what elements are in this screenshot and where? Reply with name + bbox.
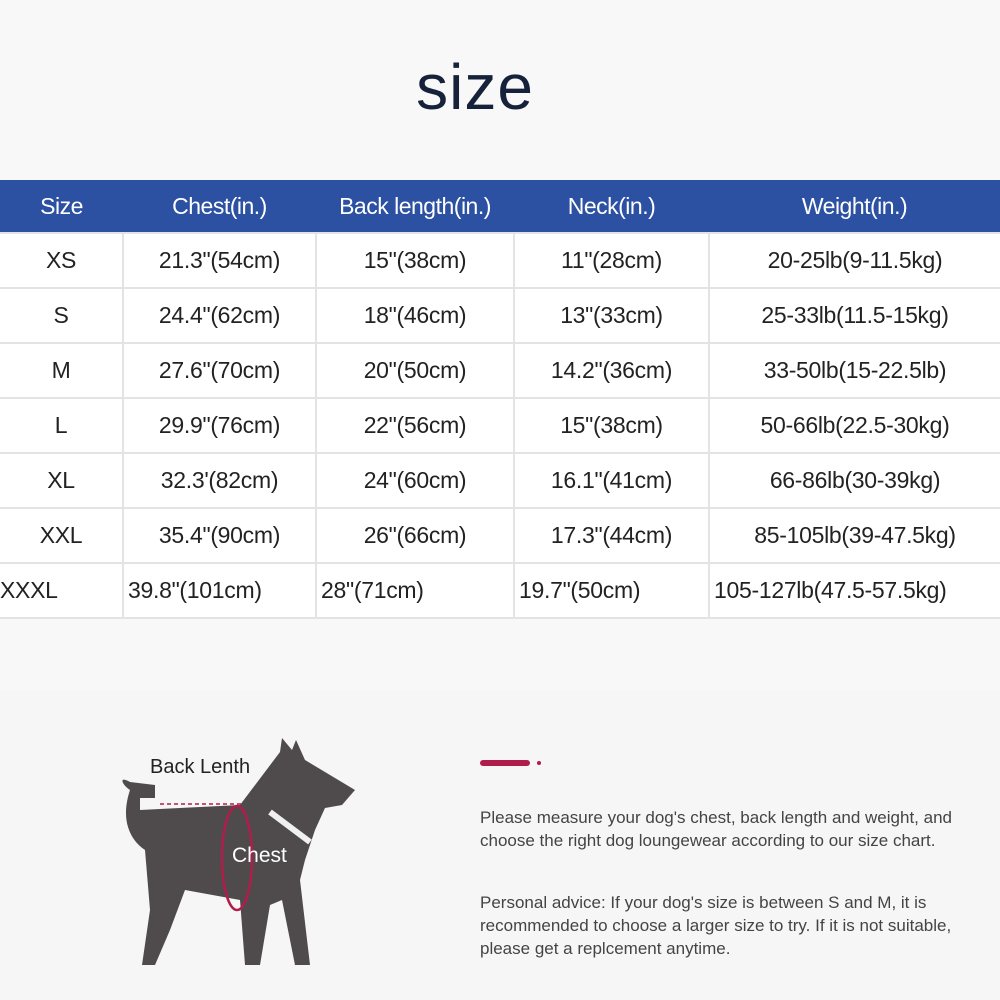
table-row: XXL 35.4"(90cm) 26"(66cm) 17.3"(44cm) 85-105… xyxy=(0,507,1000,564)
cell-neck: 14.2"(36cm) xyxy=(513,342,710,399)
dog-diagram xyxy=(122,738,355,965)
cell-chest: 39.8"(101cm) xyxy=(122,562,317,619)
cell-chest: 24.4"(62cm) xyxy=(122,287,317,344)
page-title: size xyxy=(416,51,534,123)
header-back-length: Back length(in.) xyxy=(316,180,514,233)
cell-size: XS xyxy=(0,232,124,289)
cell-back-length: 20"(50cm) xyxy=(315,342,515,399)
cell-neck: 13"(33cm) xyxy=(513,287,710,344)
cell-back-length: 18"(46cm) xyxy=(315,287,515,344)
cell-weight: 85-105lb(39-47.5kg) xyxy=(708,507,1000,564)
dog-silhouette-icon xyxy=(122,738,355,965)
cell-chest: 32.3'(82cm) xyxy=(122,452,317,509)
table-row: XL 32.3'(82cm) 24"(60cm) 16.1"(41cm) 66-86lb… xyxy=(0,452,1000,509)
table-row: M 27.6"(70cm) 20"(50cm) 14.2"(36cm) 33-50lb(… xyxy=(0,342,1000,399)
cell-back-length: 22"(56cm) xyxy=(315,397,515,454)
cell-neck: 17.3"(44cm) xyxy=(513,507,710,564)
cell-weight: 20-25lb(9-11.5kg) xyxy=(708,232,1000,289)
header-chest: Chest(in.) xyxy=(123,180,316,233)
harness-strap xyxy=(268,809,312,845)
cell-weight: 25-33lb(11.5-15kg) xyxy=(708,287,1000,344)
table-row: XS 21.3"(54cm) 15"(38cm) 11"(28cm) 20-25lb(9… xyxy=(0,232,1000,289)
cell-neck: 16.1"(41cm) xyxy=(513,452,710,509)
cell-chest: 35.4"(90cm) xyxy=(122,507,317,564)
cell-size: M xyxy=(0,342,124,399)
cell-back-length: 28"(71cm) xyxy=(315,562,515,619)
table-header-row: Size Chest(in.) Back length(in.) Neck(in… xyxy=(0,180,1000,233)
cell-chest: 29.9"(76cm) xyxy=(122,397,317,454)
cell-back-length: 15"(38cm) xyxy=(315,232,515,289)
table-row: L 29.9"(76cm) 22"(56cm) 15"(38cm) 50-66lb(22… xyxy=(0,397,1000,454)
measure-instructions: Please measure your dog's chest, back le… xyxy=(480,808,952,850)
cell-chest: 27.6"(70cm) xyxy=(122,342,317,399)
header-size: Size xyxy=(0,180,123,233)
chest-measure-ring xyxy=(220,804,254,912)
header-weight: Weight(in.) xyxy=(709,180,1000,233)
cell-neck: 19.7"(50cm) xyxy=(513,562,710,619)
cell-back-length: 24"(60cm) xyxy=(315,452,515,509)
cell-weight: 105-127lb(47.5-57.5kg) xyxy=(708,562,1000,619)
cell-size: L xyxy=(0,397,124,454)
cell-weight: 33-50lb(15-22.5lb) xyxy=(708,342,1000,399)
cell-back-length: 26"(66cm) xyxy=(315,507,515,564)
size-table: Size Chest(in.) Back length(in.) Neck(in… xyxy=(0,180,1000,619)
table-row: XXXL 39.8"(101cm) 28"(71cm) 19.7"(50cm) 105-… xyxy=(0,562,1000,619)
cell-size: XXL xyxy=(0,507,124,564)
table-row: S 24.4"(62cm) 18"(46cm) 13"(33cm) 25-33lb(11… xyxy=(0,287,1000,344)
cell-size: XL xyxy=(0,452,124,509)
cell-neck: 15"(38cm) xyxy=(513,397,710,454)
cell-weight: 66-86lb(30-39kg) xyxy=(708,452,1000,509)
header-neck: Neck(in.) xyxy=(514,180,709,233)
back-length-label: Back Lenth xyxy=(150,756,251,778)
accent-dot xyxy=(537,761,541,765)
cell-neck: 11"(28cm) xyxy=(513,232,710,289)
accent-bar xyxy=(480,760,530,766)
chest-label: Chest xyxy=(232,844,287,867)
cell-chest: 21.3"(54cm) xyxy=(122,232,317,289)
cell-weight: 50-66lb(22.5-30kg) xyxy=(708,397,1000,454)
cell-size: XXXL xyxy=(0,562,124,619)
personal-advice: Personal advice: If your dog's size is b… xyxy=(480,893,952,958)
cell-size: S xyxy=(0,287,124,344)
